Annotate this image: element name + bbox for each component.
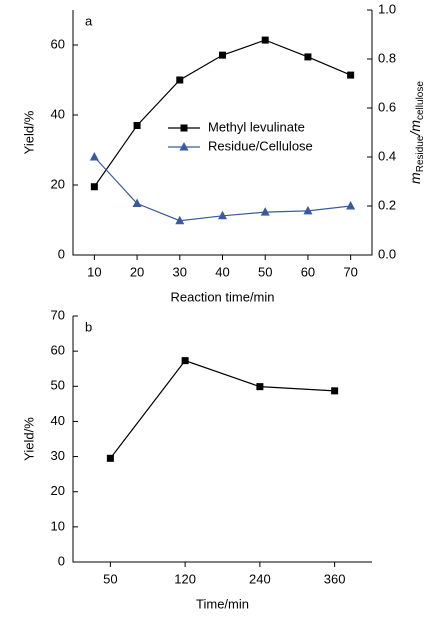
y2-axis-label: mResidue/mcellulose [407,81,426,184]
x-axis-label: Time/min [196,596,249,611]
legend-label: Residue/Cellulose [208,138,313,153]
x-tick-label: 30 [173,264,187,279]
y-axis-label: Yield/% [21,110,36,154]
y-tick-label: 20 [51,176,65,191]
marker [331,387,339,395]
x-tick-label: 60 [301,264,315,279]
y-tick-label: 0 [58,553,65,568]
x-tick-label: 50 [258,264,272,279]
marker [106,454,114,462]
y2-tick-label: 0.0 [378,246,396,261]
marker [90,183,98,191]
y2-tick-label: 0.4 [378,148,396,163]
marker [181,357,189,365]
y-tick-label: 50 [51,378,65,393]
x-tick-label: 70 [343,264,357,279]
y2-axis-label-part: /m [407,120,423,137]
marker [260,207,270,216]
y2-axis-label-part: cellulose [415,81,426,120]
series-line [109,359,335,459]
marker [256,383,264,391]
y2-tick-label: 0.8 [378,50,396,65]
y-tick-label: 20 [51,483,65,498]
marker [133,122,141,129]
x-tick-label: 360 [324,571,346,586]
panel-label: b [85,319,92,334]
panel-label: a [85,13,93,28]
x-tick-label: 10 [87,264,101,279]
y2-tick-label: 0.2 [378,197,396,212]
marker [219,51,226,59]
marker [132,198,142,208]
marker [89,152,99,161]
marker [175,215,185,225]
x-tick-label: 240 [249,571,271,586]
x-axis-label: Reaction time/min [170,289,274,304]
y-tick-label: 60 [51,343,65,358]
y2-axis-label-part: m [407,172,423,184]
x-tick-label: 20 [130,264,144,279]
marker [176,76,184,84]
marker [303,205,313,215]
marker [261,36,269,44]
series-line [93,39,351,188]
axis-frame [72,316,372,563]
legend-label: Methyl levulinate [208,119,305,134]
marker [218,210,227,220]
y-tick-label: 30 [51,448,65,463]
marker [346,201,356,210]
marker [347,71,355,79]
y-tick-label: 10 [51,518,65,533]
x-tick-label: 40 [215,264,229,279]
marker [180,124,188,132]
y-tick-label: 70 [51,307,65,322]
x-tick-label: 50 [103,571,117,586]
y-tick-label: 40 [51,413,65,428]
y2-tick-label: 1.0 [378,1,396,16]
marker [179,142,189,151]
y2-tick-label: 0.6 [378,99,396,114]
y-tick-label: 40 [51,106,65,121]
x-tick-label: 120 [174,571,196,586]
marker [304,53,312,61]
y-axis-label: Yield/% [21,417,36,461]
y-tick-label: 0 [58,246,65,261]
y2-axis-label-part: Residue [415,135,426,172]
y-tick-label: 60 [51,36,65,51]
